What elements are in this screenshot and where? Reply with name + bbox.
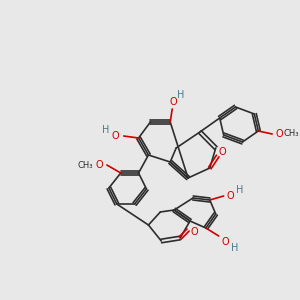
Text: O: O: [275, 129, 283, 139]
Text: O: O: [95, 160, 103, 170]
Text: H: H: [236, 185, 243, 195]
Text: H: H: [102, 125, 110, 135]
Text: O: O: [227, 191, 234, 201]
Text: H: H: [231, 243, 238, 253]
Text: CH₃: CH₃: [77, 160, 93, 169]
Text: O: O: [219, 147, 226, 157]
Text: CH₃: CH₃: [283, 130, 299, 139]
Text: O: O: [222, 237, 230, 247]
Text: O: O: [190, 227, 198, 237]
Text: H: H: [177, 90, 185, 100]
Text: O: O: [112, 131, 120, 141]
Text: O: O: [169, 97, 177, 107]
